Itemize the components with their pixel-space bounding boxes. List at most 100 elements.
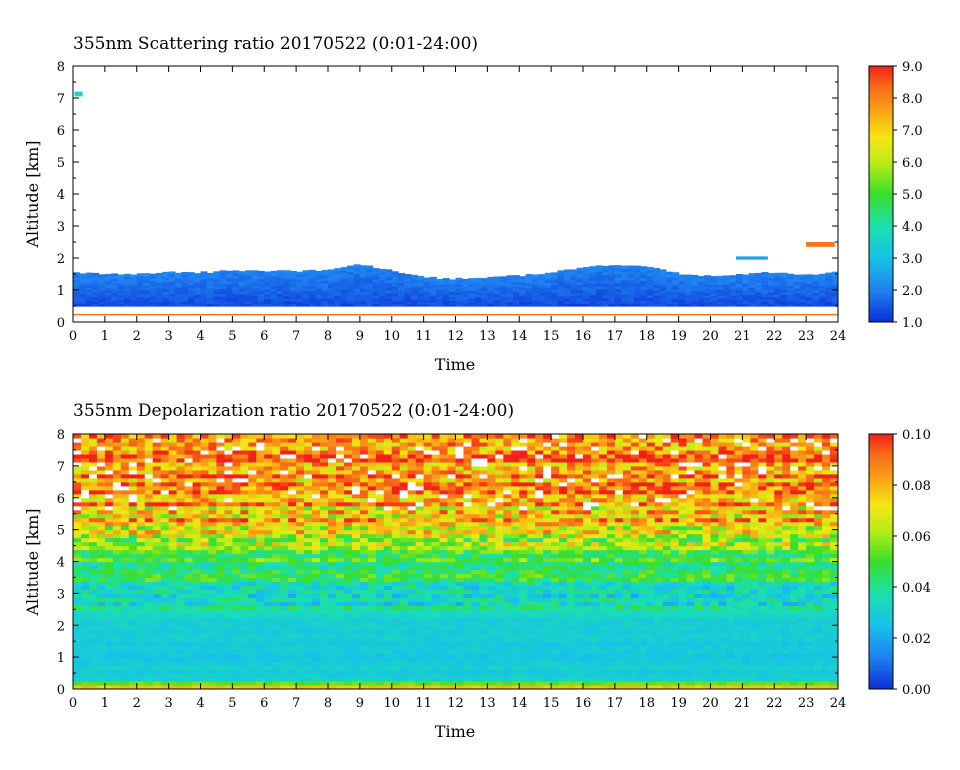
field-cell <box>678 673 688 678</box>
field-cell <box>289 270 297 275</box>
field-cell <box>535 661 544 666</box>
field-cell <box>124 283 131 286</box>
field-cell <box>104 633 114 638</box>
field-cell <box>736 283 743 287</box>
field-cell <box>168 577 178 583</box>
field-cell <box>423 573 433 579</box>
field-cell <box>152 573 162 579</box>
field-cell <box>398 289 406 293</box>
field-cell <box>825 303 833 307</box>
field-cell <box>240 625 249 630</box>
field-cell <box>638 613 648 618</box>
field-cell <box>117 303 125 307</box>
field-cell <box>160 601 170 606</box>
field-cell <box>288 637 297 642</box>
field-cell <box>296 573 305 579</box>
field-cell <box>774 585 783 590</box>
field-cell <box>646 597 656 602</box>
field-cell <box>799 303 807 307</box>
field-cell <box>288 665 297 670</box>
field-cell <box>678 685 688 689</box>
field-cell <box>589 274 597 279</box>
field-cell <box>729 284 737 287</box>
field-cell <box>367 649 377 654</box>
field-cell <box>226 273 233 277</box>
field-cell <box>283 290 291 294</box>
field-cell <box>736 292 743 296</box>
field-cell <box>646 593 656 598</box>
field-cell <box>595 268 603 272</box>
field-cell <box>583 601 592 606</box>
field-cell <box>606 641 616 646</box>
field-cell <box>359 669 369 674</box>
field-cell <box>200 565 210 571</box>
field-cell <box>702 577 712 583</box>
field-cell <box>213 278 221 282</box>
field-cell <box>168 296 176 300</box>
field-cell <box>143 294 151 298</box>
field-cell <box>423 673 433 678</box>
field-cell <box>73 284 80 288</box>
colorbar-tick-label: 4.0 <box>902 220 923 235</box>
field-cell <box>606 625 616 630</box>
field-cell <box>104 661 114 666</box>
field-cell <box>385 282 393 286</box>
field-cell <box>710 286 718 290</box>
field-cell <box>830 661 838 666</box>
field-cell <box>162 288 170 292</box>
field-cell <box>335 629 345 634</box>
field-cell <box>96 673 106 678</box>
field-cell <box>347 291 355 296</box>
field-cell <box>359 279 367 284</box>
field-cell <box>774 284 782 288</box>
field-cell <box>503 621 512 626</box>
field-cell <box>264 561 273 567</box>
field-cell <box>184 681 194 686</box>
field-cell <box>662 629 672 634</box>
field-cell <box>622 609 632 614</box>
field-cell <box>321 293 329 297</box>
field-cell <box>634 285 641 290</box>
field-cell <box>383 649 393 654</box>
field-cell <box>790 681 799 686</box>
field-cell <box>672 286 680 290</box>
field-cell <box>431 673 441 678</box>
field-cell <box>519 569 528 575</box>
field-cell <box>73 665 82 670</box>
field-cell <box>226 280 233 284</box>
field-cell <box>407 649 417 654</box>
field-cell <box>774 681 783 686</box>
field-cell <box>302 288 310 292</box>
field-cell <box>825 274 833 278</box>
field-cell <box>767 282 775 286</box>
field-cell <box>761 279 769 283</box>
field-cell <box>80 569 90 575</box>
field-cell <box>790 621 799 626</box>
field-cell <box>595 282 603 287</box>
field-cell <box>200 283 208 287</box>
field-cell <box>240 613 249 618</box>
field-cell <box>144 661 154 666</box>
field-cell <box>702 573 712 579</box>
field-cell <box>232 597 241 602</box>
field-cell <box>449 287 457 290</box>
field-cell <box>535 621 544 626</box>
field-cell <box>614 665 624 670</box>
field-cell <box>73 585 82 590</box>
y-tick-label: 3 <box>57 220 65 235</box>
field-cell <box>160 617 170 622</box>
field-cell <box>143 303 151 307</box>
field-cell <box>136 577 146 583</box>
field-cell <box>423 295 431 299</box>
field-cell <box>500 303 508 307</box>
field-cell <box>535 593 544 598</box>
field-cell <box>670 609 680 614</box>
field-cell <box>232 609 241 614</box>
field-cell <box>780 289 788 293</box>
field-cell <box>334 289 342 294</box>
field-cell <box>184 649 194 654</box>
field-cell <box>583 625 592 630</box>
field-cell <box>312 581 321 586</box>
field-cell <box>219 280 227 284</box>
field-cell <box>704 299 712 303</box>
